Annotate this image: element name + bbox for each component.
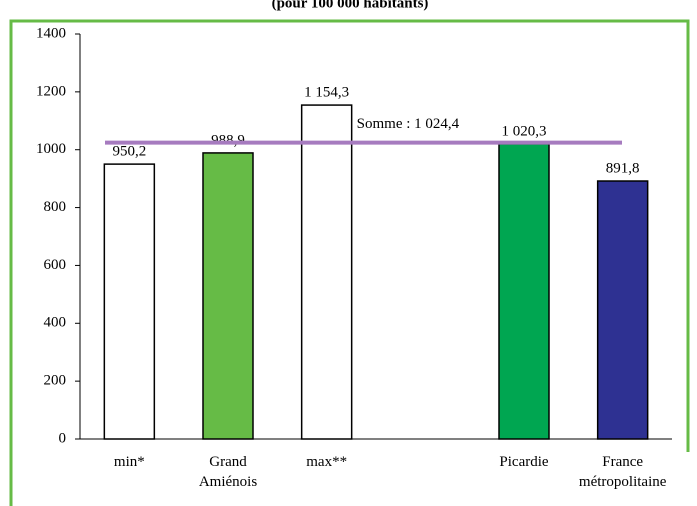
y-tick-label: 800 bbox=[44, 199, 67, 215]
bar bbox=[300, 104, 353, 440]
y-tick-label: 1400 bbox=[36, 25, 66, 41]
y-tick-label: 1200 bbox=[36, 83, 66, 99]
y-tick-label: 1000 bbox=[36, 141, 66, 157]
y-tick-label: 600 bbox=[44, 257, 67, 273]
value-label: 1 154,3 bbox=[304, 85, 349, 101]
bar bbox=[103, 163, 156, 440]
chart-subtitle: (pour 100 000 habitants) bbox=[272, 0, 429, 11]
value-label: 950,2 bbox=[112, 144, 146, 160]
value-label: 988,9 bbox=[211, 132, 245, 148]
y-tick-label: 0 bbox=[59, 430, 67, 446]
value-label: 1 020,3 bbox=[502, 123, 547, 139]
x-tick-label: Grand Amiénois bbox=[199, 454, 257, 490]
frame bbox=[9, 19, 690, 506]
bar bbox=[498, 143, 550, 440]
y-tick-label: 200 bbox=[44, 373, 67, 389]
bar bbox=[596, 180, 649, 440]
x-tick-label: min* bbox=[114, 454, 145, 470]
value-label: 891,8 bbox=[606, 160, 640, 176]
x-tick-label: France métropolitaine bbox=[579, 454, 667, 490]
x-tick-label: max** bbox=[306, 454, 347, 470]
reference-label: Somme : 1 024,4 bbox=[357, 116, 460, 132]
bar bbox=[202, 152, 254, 440]
x-tick-label: Picardie bbox=[499, 454, 548, 470]
y-tick-label: 400 bbox=[44, 315, 67, 331]
